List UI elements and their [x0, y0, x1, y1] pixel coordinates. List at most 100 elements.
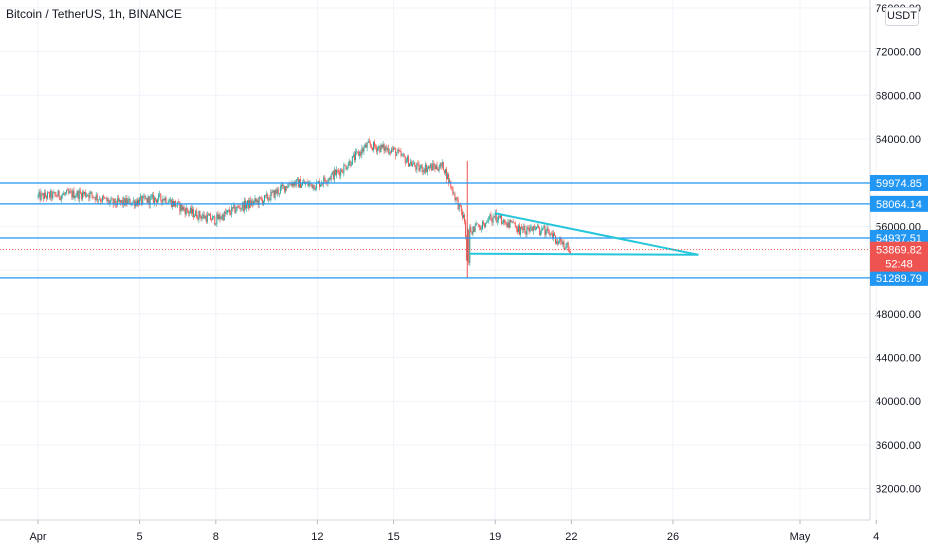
candle-body: [446, 169, 448, 180]
candle-body: [535, 226, 537, 229]
candle-body: [101, 201, 102, 202]
candle-body: [239, 207, 241, 210]
candle-body: [538, 226, 540, 228]
currency-badge[interactable]: USDT: [885, 7, 919, 26]
candle-body: [167, 202, 169, 204]
candle-body: [429, 166, 431, 168]
candle-body: [124, 198, 126, 206]
candle-body: [221, 214, 223, 219]
candle-body: [565, 243, 567, 249]
candle-body: [455, 197, 457, 200]
candle-body: [253, 201, 255, 205]
candle-body: [103, 196, 105, 198]
candle-body: [478, 224, 480, 227]
candle-body: [136, 199, 138, 206]
candle-body: [545, 230, 547, 235]
candle-body: [371, 147, 373, 151]
upper-trendline[interactable]: [494, 212, 699, 256]
candle-body: [368, 141, 370, 143]
candle-body: [332, 171, 334, 180]
candle-body: [152, 194, 154, 203]
candle-body: [294, 182, 296, 186]
candle-body: [57, 190, 59, 197]
candle-body: [459, 203, 461, 206]
candle-body: [114, 198, 116, 205]
candle-body: [204, 215, 206, 219]
candle-body: [240, 208, 242, 210]
candle-body: [428, 166, 430, 169]
candle-body: [43, 192, 45, 199]
candle-body: [118, 200, 120, 202]
candle-body: [163, 198, 165, 201]
candle-body: [60, 195, 62, 200]
candle-body: [286, 186, 288, 189]
candle-body: [440, 163, 442, 167]
candle-body: [466, 236, 468, 261]
candle-body: [54, 192, 56, 195]
candle-body: [514, 223, 516, 227]
candle-body: [491, 220, 493, 223]
candle-body: [413, 162, 415, 165]
candle-body: [285, 186, 287, 192]
candle-body: [424, 164, 426, 173]
candle-body: [515, 226, 517, 229]
candle-body: [169, 199, 171, 202]
candle-body: [220, 218, 222, 220]
x-tick-label: 12: [311, 531, 323, 543]
candle-body: [460, 205, 462, 212]
candle-body: [113, 198, 115, 205]
candle-body: [410, 162, 412, 164]
candle-body: [201, 216, 203, 219]
candle-body: [269, 198, 271, 201]
candle-body: [87, 194, 89, 196]
candle-body: [273, 190, 275, 198]
candle-body: [399, 151, 401, 152]
candle-body: [401, 154, 403, 156]
candle-body: [104, 197, 106, 199]
candle-body: [76, 191, 78, 196]
candle-body: [198, 211, 200, 220]
candle-body: [498, 216, 500, 218]
candle-body: [464, 215, 466, 222]
candle-body: [351, 156, 353, 165]
candle-body: [378, 146, 380, 148]
candle-body: [199, 211, 201, 217]
y-tick-label: 40000.00: [875, 396, 921, 408]
candle-body: [510, 219, 512, 223]
candle-body: [130, 204, 132, 206]
candle-body: [490, 214, 492, 221]
candle-body: [471, 231, 473, 235]
lower-trendline[interactable]: [469, 252, 699, 256]
candle-body: [331, 171, 333, 175]
candle-body: [267, 194, 269, 200]
candle-body: [291, 182, 293, 186]
candle-body: [42, 193, 44, 199]
candle-body: [531, 227, 533, 231]
level-price-label: 51289.79: [876, 273, 922, 285]
candle-body: [183, 207, 185, 210]
candle-body: [486, 222, 488, 224]
candle-body: [388, 152, 390, 154]
candle-body: [484, 223, 486, 228]
candle-body: [39, 191, 41, 200]
candle-body: [525, 231, 527, 235]
candle-body: [56, 196, 58, 197]
candle-body: [229, 209, 231, 214]
candle-body: [472, 226, 474, 235]
candle-body: [357, 151, 359, 153]
candle-body: [505, 222, 507, 224]
candle-body: [558, 241, 560, 244]
candle-body: [528, 228, 530, 232]
candle-body: [387, 148, 389, 154]
candle-body: [462, 215, 464, 218]
candle-body: [71, 191, 73, 198]
candle-body: [393, 147, 395, 150]
candle-body: [164, 197, 166, 201]
candle-body: [503, 219, 505, 223]
candle-body: [296, 178, 298, 180]
candle-body: [281, 184, 283, 186]
candle-body: [523, 226, 525, 230]
candle-body: [65, 192, 67, 195]
